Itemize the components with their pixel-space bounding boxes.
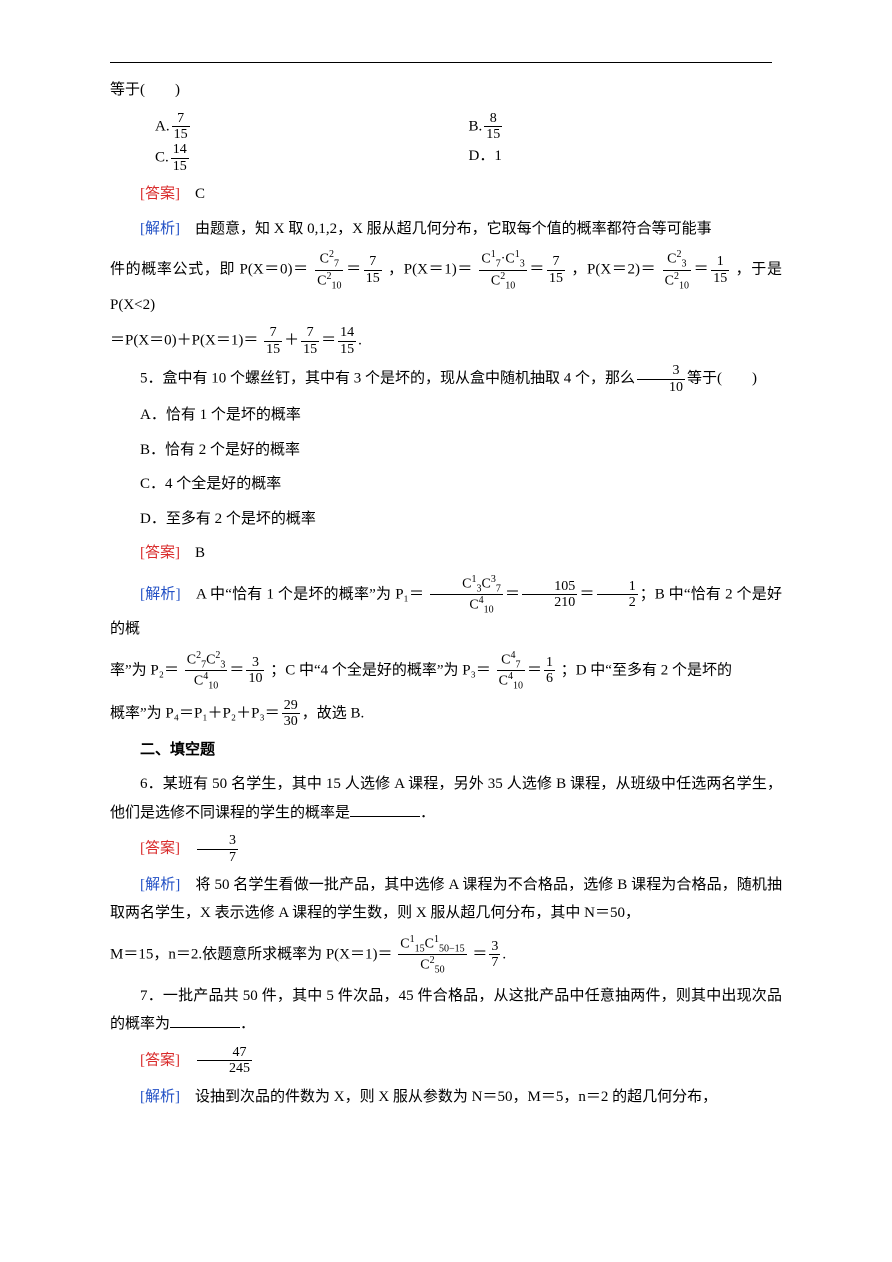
opt-label: B. (469, 118, 483, 134)
answer-label: [答案] (140, 545, 180, 561)
analysis-label: [解析] (140, 221, 180, 237)
text: 由题意，知 X 取 0,1,2，X 服从超几何分布，它取每个值的概率都符合等可能… (180, 221, 712, 237)
fraction: 105210 (522, 579, 577, 611)
fraction: 310 (246, 655, 264, 687)
fraction: 1415 (171, 142, 189, 174)
fraction: C17·C13C210 (479, 249, 526, 291)
fraction: 115 (711, 254, 729, 286)
analysis-label: [解析] (140, 1089, 180, 1105)
q5-opt-d: D．至多有 2 个是坏的概率 (110, 505, 782, 534)
q5-answer: [答案] B (110, 539, 782, 568)
q5-analysis-3: 概率”为 P₄＝P₁＋P₂＋P₃＝2930，故选 B. (110, 698, 782, 730)
q5-opt-a: A．恰有 1 个是坏的概率 (110, 401, 782, 430)
header-rule (110, 62, 772, 63)
q4-opt-a: A.715 (155, 111, 469, 143)
fraction: C13C37C410 (430, 574, 503, 616)
q6-stem: 6．某班有 50 名学生，其中 15 人选修 A 课程，另外 35 人选修 B … (110, 770, 782, 827)
fraction: C23C210 (663, 249, 691, 291)
fraction: 2930 (282, 698, 300, 730)
fraction: C47C410 (497, 650, 525, 692)
q5-analysis-2: 率”为 P₂＝ C27C23C410＝310 ；C 中“4 个全是好的概率”为 … (110, 650, 782, 692)
fraction: 37 (197, 833, 238, 865)
q6-analysis-2: M＝15，n＝2.依题意所求概率为 P(X＝1)＝ C115C150−15C25… (110, 934, 782, 976)
q4-opt-d: D．1 (469, 142, 783, 174)
fraction: 47245 (197, 1045, 252, 1077)
fraction: C115C150−15C250 (398, 934, 466, 976)
analysis-label: [解析] (140, 586, 181, 602)
answer-label: [答案] (140, 840, 180, 856)
q4-opt-b: B.815 (469, 111, 783, 143)
q5-opt-c: C．4 个全是好的概率 (110, 470, 782, 499)
answer-label: [答案] (140, 1052, 180, 1068)
q4-stem-cont: 等于( ) (110, 76, 782, 105)
answer-text: C (180, 186, 205, 202)
fraction: 715 (264, 325, 282, 357)
fraction: 815 (484, 111, 502, 143)
q6-analysis-1: [解析] 将 50 名学生看做一批产品，其中选修 A 课程为不合格品，选修 B … (110, 871, 782, 928)
q7-stem: 7．一批产品共 50 件，其中 5 件次品，45 件合格品，从这批产品中任意抽两… (110, 982, 782, 1039)
q4-analysis-2: 件的概率公式，即 P(X＝0)＝ C27C210＝715 ，P(X＝1)＝ C1… (110, 249, 782, 319)
q4-answer: [答案] C (110, 180, 782, 209)
q4-analysis-1: [解析] 由题意，知 X 取 0,1,2，X 服从超几何分布，它取每个值的概率都… (110, 215, 782, 244)
blank (170, 1012, 240, 1028)
blank (350, 801, 420, 817)
answer-label: [答案] (140, 186, 180, 202)
fraction: 1415 (338, 325, 356, 357)
q4-analysis-3: ＝P(X＝0)＋P(X＝1)＝ 715＋715＝1415. (110, 325, 782, 357)
opt-label: C. (155, 150, 169, 166)
fraction: 16 (544, 655, 555, 687)
q7-analysis: [解析] 设抽到次品的件数为 X，则 X 服从参数为 N＝50，M＝5，n＝2 … (110, 1083, 782, 1112)
fraction: 715 (172, 111, 190, 143)
analysis-label: [解析] (140, 877, 180, 893)
fraction: 310 (637, 363, 685, 395)
fraction: C27C210 (315, 249, 343, 291)
fraction: 12 (597, 579, 638, 611)
fraction: C27C23C410 (185, 650, 228, 692)
q5-analysis-1: [解析] A 中“恰有 1 个是坏的概率”为 P₁＝ C13C37C410＝10… (110, 574, 782, 644)
fraction: 715 (547, 254, 565, 286)
q4-options: A.715 B.815 C.1415 D．1 (110, 111, 782, 175)
section-2-heading: 二、填空题 (110, 736, 782, 765)
answer-text: B (180, 545, 205, 561)
q5-stem: 5．盒中有 10 个螺丝钉，其中有 3 个是坏的，现从盒中随机抽取 4 个，那么… (110, 363, 782, 395)
page: 等于( ) A.715 B.815 C.1415 D．1 [答案] C [解析]… (0, 0, 892, 1157)
q4-opt-c: C.1415 (155, 142, 469, 174)
fraction: 715 (364, 254, 382, 286)
q6-answer: [答案] 37 (110, 833, 782, 865)
q7-answer: [答案] 47245 (110, 1045, 782, 1077)
q5-opt-b: B．恰有 2 个是好的概率 (110, 436, 782, 465)
opt-label: A. (155, 118, 170, 134)
fraction: 715 (301, 325, 319, 357)
fraction: 37 (489, 939, 500, 971)
